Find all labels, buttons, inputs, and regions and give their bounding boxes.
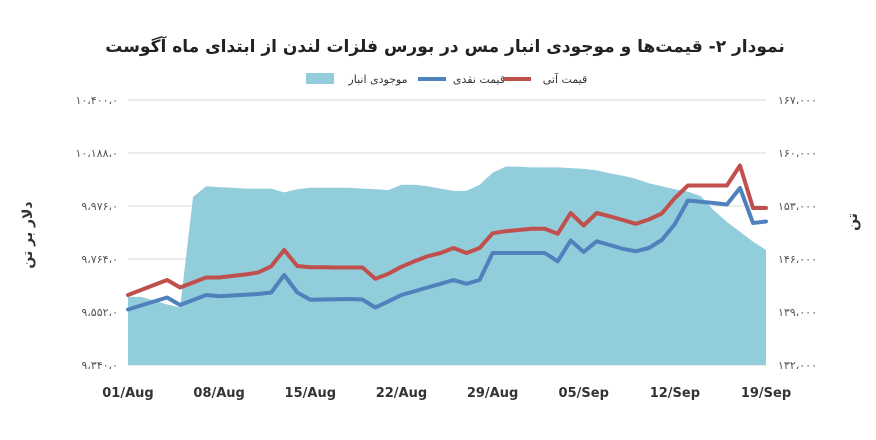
left-tick-label: ۱۰،۱۸۸،۰ <box>75 147 118 160</box>
x-tick-label: 01/Aug <box>102 386 153 401</box>
series-stock-area <box>128 166 766 365</box>
left-tick-label: ۹،۷۶۴،۰ <box>81 253 118 266</box>
x-axis-ticks: 01/Aug 08/Aug 15/Aug 22/Aug 29/Aug 05/Sep 12/S… <box>102 386 791 401</box>
right-tick-label: ۱۶۰،۰۰۰ <box>778 147 817 160</box>
x-tick-label: 19/Sep <box>741 386 791 401</box>
stock-area-layer <box>128 166 766 365</box>
left-tick-label: ۱۰،۴۰۰،۰ <box>75 94 118 107</box>
x-tick-label: 05/Sep <box>559 386 609 401</box>
right-tick-label: ۱۴۶،۰۰۰ <box>778 253 817 266</box>
right-tick-label: ۱۵۳،۰۰۰ <box>778 200 817 213</box>
chart-title: نمودار ۲- قیمت‌ها و موجودی انبار مس در ب… <box>105 35 785 57</box>
x-tick-label: 22/Aug <box>376 386 427 401</box>
left-axis-ticks: ۹،۳۴۰،۰ ۹،۵۵۲،۰ ۹،۷۶۴،۰ ۹،۹۷۶،۰ ۱۰،۱۸۸،۰ ۱۰،۴… <box>75 94 118 372</box>
legend-label-futures: قیمت آتی <box>543 72 588 86</box>
right-tick-label: ۱۳۲،۰۰۰ <box>778 359 817 372</box>
left-tick-label: ۹،۳۴۰،۰ <box>81 359 118 372</box>
right-tick-label: ۱۶۷،۰۰۰ <box>778 94 817 107</box>
x-tick-label: 29/Aug <box>467 386 518 401</box>
right-tick-label: ۱۳۹،۰۰۰ <box>778 306 817 319</box>
right-axis-label: تن <box>845 213 861 231</box>
left-tick-label: ۹،۹۷۶،۰ <box>81 200 118 213</box>
x-tick-label: 08/Aug <box>193 386 244 401</box>
x-tick-label: 15/Aug <box>285 386 336 401</box>
price-lines-layer <box>126 163 768 312</box>
left-axis-label: دلار بر تن <box>20 201 36 268</box>
left-tick-label: ۹،۵۵۲،۰ <box>81 306 118 319</box>
legend-label-stock: موجودی انبار <box>347 73 407 86</box>
legend-swatch-stock <box>306 73 334 84</box>
x-tick-label: 12/Sep <box>650 386 700 401</box>
legend: موجودی انبار قیمت نقدی قیمت آتی <box>306 72 587 86</box>
series-cash-line <box>126 186 768 312</box>
series-futures-line <box>126 163 768 297</box>
legend-label-cash: قیمت نقدی <box>453 73 505 86</box>
right-axis-ticks: ۱۳۲،۰۰۰ ۱۳۹،۰۰۰ ۱۴۶،۰۰۰ ۱۵۳،۰۰۰ ۱۶۰،۰۰۰ ۱۶۷،۰… <box>778 94 817 372</box>
